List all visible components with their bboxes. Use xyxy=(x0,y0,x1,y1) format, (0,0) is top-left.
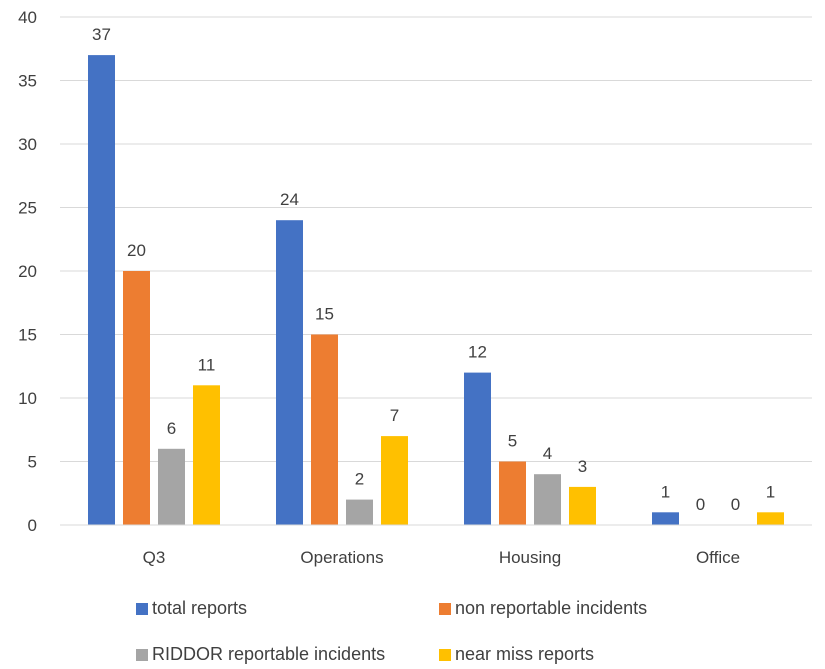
y-tick-label: 15 xyxy=(18,326,37,345)
y-tick-label: 0 xyxy=(28,516,37,535)
y-axis-tick-labels: 0 5 10 15 20 25 30 35 40 xyxy=(18,8,37,535)
bars xyxy=(88,55,784,525)
x-tick-label: Housing xyxy=(499,548,561,567)
bar-non-reportable-incidents-housing xyxy=(499,461,526,525)
data-label: 0 xyxy=(731,495,740,514)
data-label: 0 xyxy=(696,495,705,514)
data-label: 37 xyxy=(92,25,111,44)
data-labels: 37 20 6 11 24 15 2 7 12 5 4 3 1 0 0 1 xyxy=(92,25,775,514)
bar-near-miss-reports-office xyxy=(757,512,784,525)
data-label: 3 xyxy=(578,457,587,476)
gridlines xyxy=(60,16,812,462)
bar-non-reportable-incidents-q3 xyxy=(123,271,150,525)
bar-riddor-reportable-incidents-operations xyxy=(346,499,373,525)
y-tick-label: 5 xyxy=(28,453,37,472)
y-tick-label: 20 xyxy=(18,262,37,281)
data-label: 1 xyxy=(766,482,775,501)
x-tick-label: Operations xyxy=(300,548,383,567)
x-tick-label: Q3 xyxy=(143,548,166,567)
bar-riddor-reportable-incidents-housing xyxy=(534,474,561,525)
y-tick-label: 35 xyxy=(18,72,37,91)
bar-near-miss-reports-q3 xyxy=(193,385,220,525)
data-label: 12 xyxy=(468,343,487,362)
bar-riddor-reportable-incidents-q3 xyxy=(158,448,185,525)
bar-near-miss-reports-housing xyxy=(569,486,596,525)
bar-total-reports-housing xyxy=(464,372,491,525)
x-axis-category-labels: Q3 Operations Housing Office xyxy=(143,548,740,567)
bar-near-miss-reports-operations xyxy=(381,436,408,525)
data-label: 1 xyxy=(661,482,670,501)
data-label: 5 xyxy=(508,432,517,451)
bar-total-reports-q3 xyxy=(88,55,115,525)
y-tick-label: 25 xyxy=(18,199,37,218)
data-label: 4 xyxy=(543,444,552,463)
data-label: 24 xyxy=(280,190,299,209)
y-tick-label: 10 xyxy=(18,389,37,408)
data-label: 2 xyxy=(355,470,364,489)
data-label: 6 xyxy=(167,419,176,438)
data-label: 20 xyxy=(127,241,146,260)
y-tick-label: 30 xyxy=(18,135,37,154)
data-label: 7 xyxy=(390,406,399,425)
data-label: 15 xyxy=(315,305,334,324)
bar-non-reportable-incidents-operations xyxy=(311,334,338,525)
y-tick-label: 40 xyxy=(18,8,37,27)
bar-total-reports-office xyxy=(652,512,679,525)
x-tick-label: Office xyxy=(696,548,740,567)
bar-total-reports-operations xyxy=(276,220,303,525)
data-label: 11 xyxy=(198,355,216,374)
